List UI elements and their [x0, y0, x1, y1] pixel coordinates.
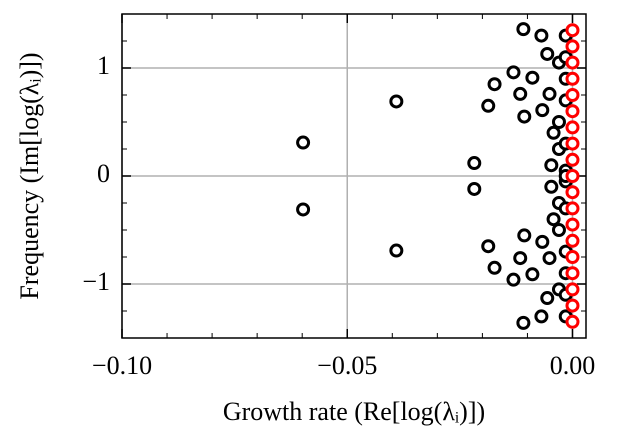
point — [506, 272, 521, 287]
point — [506, 65, 521, 80]
point — [542, 251, 557, 266]
point — [525, 70, 540, 85]
point — [546, 212, 561, 227]
x-axis-label: Growth rate (Re[log(λᵢ)]) — [223, 397, 485, 426]
point — [565, 152, 580, 167]
point — [542, 86, 557, 101]
point — [535, 234, 550, 249]
point — [565, 120, 580, 135]
point — [565, 217, 580, 232]
point — [389, 94, 404, 109]
point — [565, 71, 580, 86]
point — [540, 46, 555, 61]
point — [517, 228, 532, 243]
point — [296, 135, 311, 150]
point — [296, 202, 311, 217]
point — [565, 185, 580, 200]
point — [535, 103, 550, 118]
point — [487, 77, 502, 92]
x-tick-label: −0.05 — [317, 351, 377, 380]
point — [513, 251, 528, 266]
point — [565, 266, 580, 281]
point — [546, 125, 561, 140]
point — [467, 156, 482, 171]
x-tick-label: 0.00 — [550, 351, 596, 380]
point — [565, 88, 580, 102]
point — [525, 267, 540, 282]
point — [565, 201, 580, 216]
point — [565, 55, 580, 70]
point — [551, 115, 566, 129]
point — [467, 181, 482, 196]
point — [565, 298, 580, 313]
point — [544, 179, 559, 194]
point — [534, 28, 549, 43]
point — [513, 86, 528, 101]
point — [565, 23, 580, 38]
point — [544, 158, 559, 173]
point — [565, 233, 580, 248]
y-tick-label: 1 — [97, 51, 110, 80]
y-tick-label: −1 — [82, 267, 110, 296]
point — [487, 260, 502, 275]
point — [551, 223, 566, 237]
point — [565, 314, 580, 329]
point — [565, 250, 580, 264]
point — [565, 39, 580, 54]
point — [534, 309, 549, 324]
point — [565, 282, 580, 297]
point — [389, 243, 404, 258]
point — [565, 136, 580, 151]
y-tick-label: 0 — [97, 159, 110, 188]
point — [540, 291, 555, 306]
point — [565, 169, 580, 183]
point — [481, 98, 496, 113]
point — [516, 22, 531, 37]
point — [516, 315, 531, 330]
y-axis-label: Frequency (Im[log(λᵢ)]) — [15, 52, 44, 299]
point — [481, 239, 496, 254]
plot-frame — [121, 13, 587, 339]
point — [565, 104, 580, 119]
point — [517, 109, 532, 124]
x-tick-label: −0.10 — [92, 351, 152, 380]
